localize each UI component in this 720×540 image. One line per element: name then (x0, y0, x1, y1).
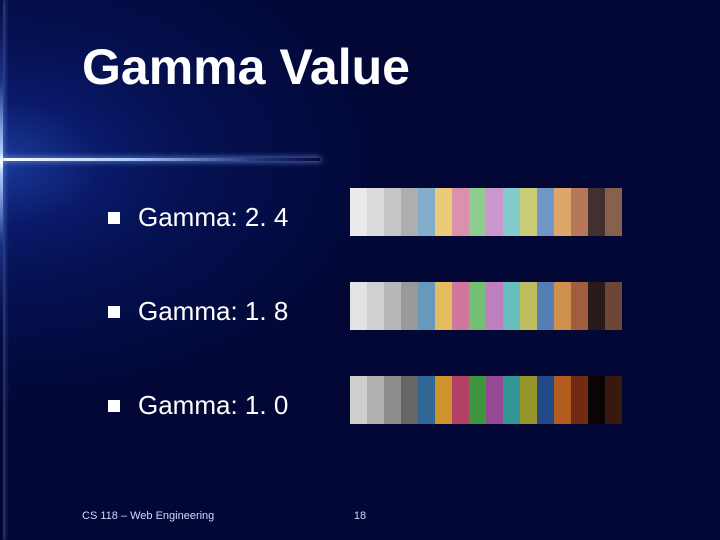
color-swatch (554, 376, 571, 424)
color-swatch (554, 188, 571, 236)
color-swatch (503, 282, 520, 330)
color-swatch (486, 376, 503, 424)
color-swatch (537, 376, 554, 424)
color-swatch (435, 282, 452, 330)
color-swatch (452, 188, 469, 236)
color-swatch (486, 188, 503, 236)
color-swatch (435, 376, 452, 424)
bullet-label: Gamma: 1. 0 (138, 390, 288, 421)
bullet-icon (108, 212, 120, 224)
slide-title: Gamma Value (82, 38, 410, 96)
color-swatch (520, 188, 537, 236)
swatch-strip-gamma-10 (350, 376, 622, 424)
color-swatch (401, 282, 418, 330)
color-swatch (384, 282, 401, 330)
color-swatch (469, 282, 486, 330)
bullet-label: Gamma: 2. 4 (138, 202, 288, 233)
color-swatch (571, 188, 588, 236)
color-swatch (469, 376, 486, 424)
color-swatch (588, 188, 605, 236)
color-swatch (350, 188, 367, 236)
color-swatch (486, 282, 503, 330)
bullet-row-gamma-18: Gamma: 1. 8 (108, 296, 288, 327)
color-swatch (384, 376, 401, 424)
color-swatch (503, 188, 520, 236)
swatch-strip-gamma-24 (350, 188, 622, 236)
color-swatch (605, 376, 622, 424)
color-swatch (537, 282, 554, 330)
bullet-icon (108, 400, 120, 412)
color-swatch (452, 282, 469, 330)
color-swatch (605, 282, 622, 330)
bullet-label: Gamma: 1. 8 (138, 296, 288, 327)
lens-flare-vertical (0, 0, 3, 540)
color-swatch (520, 282, 537, 330)
color-swatch (435, 188, 452, 236)
color-swatch (452, 376, 469, 424)
color-swatch (469, 188, 486, 236)
color-swatch (384, 188, 401, 236)
color-swatch (605, 188, 622, 236)
color-swatch (554, 282, 571, 330)
color-swatch (350, 282, 367, 330)
color-swatch (571, 376, 588, 424)
color-swatch (588, 376, 605, 424)
color-swatch (537, 188, 554, 236)
color-swatch (520, 376, 537, 424)
color-swatch (401, 188, 418, 236)
color-swatch (350, 376, 367, 424)
color-swatch (571, 282, 588, 330)
color-swatch (418, 376, 435, 424)
footer-course: CS 118 – Web Engineering (82, 510, 214, 522)
color-swatch (367, 282, 384, 330)
color-swatch (367, 376, 384, 424)
bullet-row-gamma-24: Gamma: 2. 4 (108, 202, 288, 233)
color-swatch (588, 282, 605, 330)
color-swatch (503, 376, 520, 424)
bullet-row-gamma-10: Gamma: 1. 0 (108, 390, 288, 421)
color-swatch (418, 188, 435, 236)
color-swatch (418, 282, 435, 330)
footer-page-number: 18 (354, 510, 366, 522)
bullet-icon (108, 306, 120, 318)
color-swatch (401, 376, 418, 424)
swatch-strip-gamma-18 (350, 282, 622, 330)
color-swatch (367, 188, 384, 236)
lens-flare-horizontal (0, 158, 320, 161)
